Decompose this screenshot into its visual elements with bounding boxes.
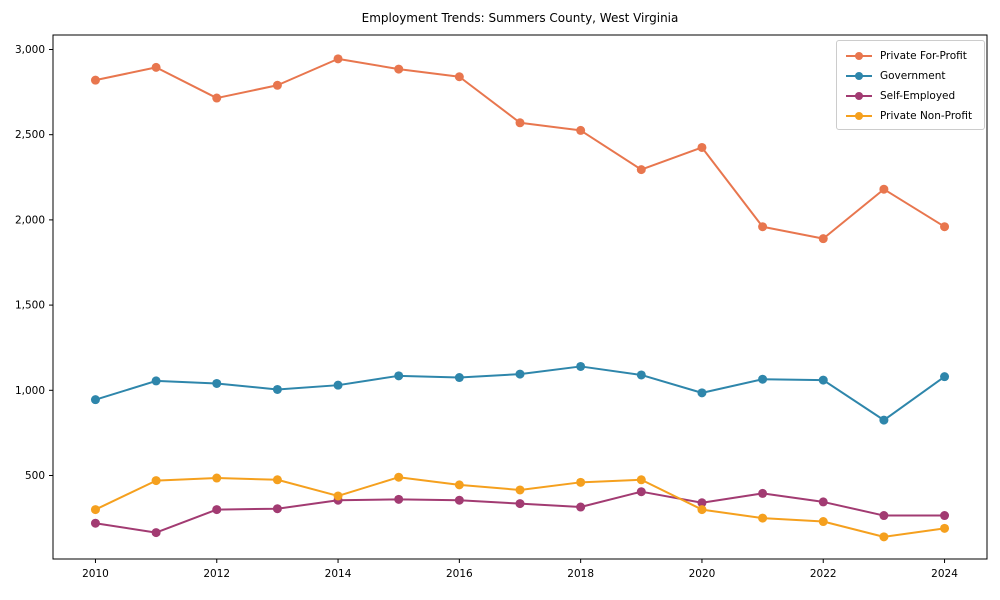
y-tick-label: 500 bbox=[25, 470, 45, 482]
data-point-private-for-profit bbox=[212, 93, 222, 103]
x-tick-label: 2018 bbox=[567, 568, 594, 580]
data-point-government bbox=[515, 369, 525, 379]
data-point-government bbox=[636, 370, 646, 380]
y-tick-label: 3,000 bbox=[15, 44, 45, 56]
data-point-private-non-profit bbox=[151, 476, 161, 486]
data-point-self-employed bbox=[818, 497, 828, 507]
data-point-private-for-profit bbox=[940, 222, 950, 232]
x-tick-label: 2014 bbox=[325, 568, 352, 580]
chart-title: Employment Trends: Summers County, West … bbox=[361, 11, 679, 25]
data-point-government bbox=[272, 384, 282, 394]
legend-item: Private For-Profit bbox=[846, 48, 976, 63]
legend: Private For-Profit Government Self-Employe… bbox=[836, 40, 985, 130]
legend-label: Private For-Profit bbox=[880, 49, 967, 62]
legend-dot-icon bbox=[855, 51, 863, 60]
data-point-self-employed bbox=[212, 505, 222, 515]
legend-marker-icon bbox=[846, 91, 872, 100]
data-point-private-for-profit bbox=[151, 62, 161, 72]
data-point-self-employed bbox=[151, 528, 161, 538]
legend-label: Private Non-Profit bbox=[880, 109, 973, 122]
legend-dot-icon bbox=[855, 71, 863, 80]
data-point-government bbox=[151, 376, 161, 386]
data-point-private-for-profit bbox=[272, 80, 282, 90]
data-point-private-non-profit bbox=[697, 505, 707, 515]
series-line-private-for-profit bbox=[94, 57, 946, 240]
y-tick-label: 1,000 bbox=[15, 385, 45, 397]
data-point-government bbox=[394, 371, 404, 381]
data-point-private-for-profit bbox=[333, 54, 343, 64]
data-point-private-for-profit bbox=[515, 118, 525, 128]
series-line-self-employed bbox=[94, 490, 946, 534]
data-point-self-employed bbox=[940, 511, 950, 521]
data-point-private-non-profit bbox=[515, 485, 525, 495]
data-point-private-for-profit bbox=[758, 222, 768, 232]
legend-marker-icon bbox=[846, 51, 872, 60]
data-point-government bbox=[940, 372, 950, 382]
data-point-private-for-profit bbox=[394, 64, 404, 74]
data-point-private-for-profit bbox=[879, 184, 889, 194]
data-point-government bbox=[212, 378, 222, 388]
data-point-private-for-profit bbox=[90, 75, 100, 85]
data-point-self-employed bbox=[879, 511, 889, 521]
legend-item: Private Non-Profit bbox=[846, 108, 976, 123]
data-point-government bbox=[576, 361, 586, 371]
data-point-private-non-profit bbox=[394, 472, 404, 482]
data-point-private-non-profit bbox=[212, 473, 222, 483]
legend-item: Self-Employed bbox=[846, 88, 976, 103]
data-point-private-for-profit bbox=[818, 234, 828, 244]
data-point-government bbox=[697, 388, 707, 398]
x-tick-label: 2024 bbox=[931, 568, 958, 580]
data-point-self-employed bbox=[697, 498, 707, 508]
data-point-private-non-profit bbox=[758, 513, 768, 523]
data-point-government bbox=[333, 380, 343, 390]
data-point-government bbox=[879, 415, 889, 425]
data-point-private-non-profit bbox=[333, 491, 343, 501]
data-point-private-non-profit bbox=[879, 532, 889, 542]
y-tick-label: 2,500 bbox=[15, 129, 45, 141]
legend-marker-icon bbox=[846, 111, 872, 120]
data-point-government bbox=[818, 375, 828, 385]
legend-dot-icon bbox=[855, 111, 863, 120]
data-point-self-employed bbox=[454, 495, 464, 505]
plot-frame bbox=[52, 34, 988, 560]
data-point-private-non-profit bbox=[454, 480, 464, 490]
data-point-private-for-profit bbox=[576, 125, 586, 135]
data-point-self-employed bbox=[90, 518, 100, 528]
data-point-self-employed bbox=[758, 488, 768, 498]
data-point-government bbox=[758, 374, 768, 384]
legend-marker-icon bbox=[846, 71, 872, 80]
data-point-self-employed bbox=[515, 499, 525, 509]
data-point-private-non-profit bbox=[940, 523, 950, 533]
x-tick-label: 2016 bbox=[446, 568, 473, 580]
legend-label: Self-Employed bbox=[880, 89, 956, 102]
data-point-private-non-profit bbox=[818, 517, 828, 527]
data-point-private-for-profit bbox=[636, 165, 646, 175]
data-point-private-non-profit bbox=[90, 505, 100, 515]
data-point-self-employed bbox=[272, 504, 282, 514]
data-point-private-non-profit bbox=[636, 475, 646, 485]
data-point-private-non-profit bbox=[576, 477, 586, 487]
y-tick-label: 1,500 bbox=[15, 300, 45, 312]
legend-label: Government bbox=[880, 69, 946, 82]
data-point-government bbox=[454, 373, 464, 383]
data-point-private-for-profit bbox=[454, 72, 464, 82]
x-tick-label: 2022 bbox=[810, 568, 837, 580]
data-point-private-for-profit bbox=[697, 142, 707, 152]
x-tick-label: 2020 bbox=[689, 568, 716, 580]
legend-dot-icon bbox=[855, 91, 863, 100]
legend-item: Government bbox=[846, 68, 976, 83]
data-point-private-non-profit bbox=[272, 475, 282, 485]
y-tick-label: 2,000 bbox=[15, 214, 45, 226]
data-point-self-employed bbox=[394, 494, 404, 504]
data-point-self-employed bbox=[636, 487, 646, 497]
data-point-self-employed bbox=[576, 502, 586, 512]
x-tick-label: 2010 bbox=[82, 568, 109, 580]
x-tick-label: 2012 bbox=[203, 568, 230, 580]
data-point-government bbox=[90, 395, 100, 405]
